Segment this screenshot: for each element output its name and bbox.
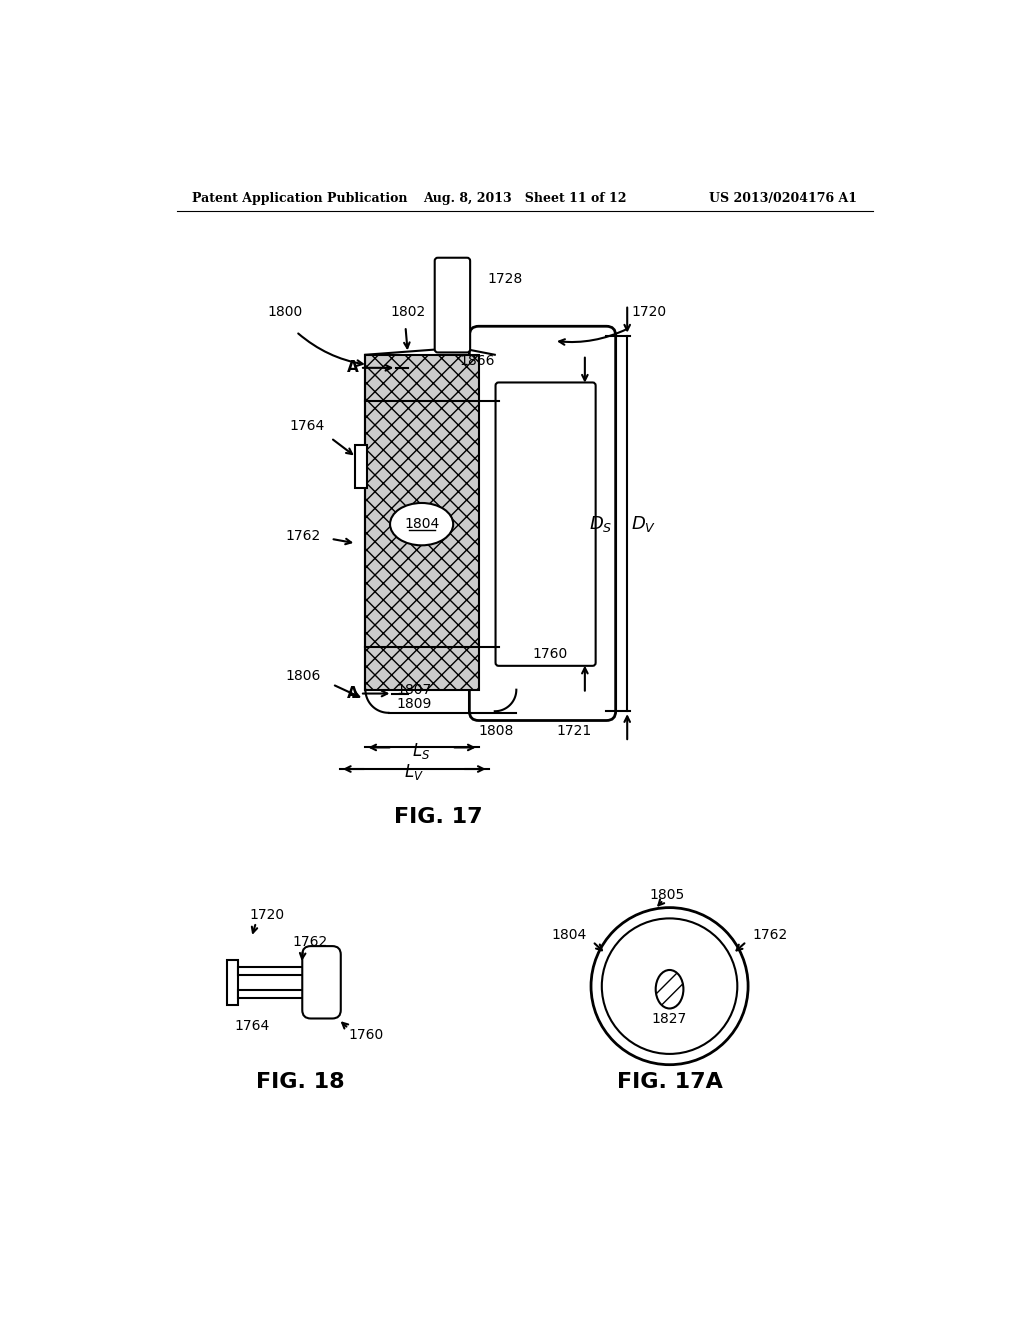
Text: FIG. 17: FIG. 17 xyxy=(394,807,483,826)
Ellipse shape xyxy=(655,970,683,1008)
Text: 1807: 1807 xyxy=(396,684,431,697)
Text: 1720: 1720 xyxy=(250,908,285,921)
Bar xyxy=(354,445,367,488)
Text: 1764: 1764 xyxy=(234,1019,269,1034)
Text: 1764: 1764 xyxy=(290,420,325,433)
Text: 1804: 1804 xyxy=(551,928,587,941)
Text: 1762: 1762 xyxy=(286,529,321,543)
Text: $L_S$: $L_S$ xyxy=(413,741,431,760)
Text: 1760: 1760 xyxy=(532,647,567,660)
Text: $D_S$: $D_S$ xyxy=(589,515,612,535)
FancyBboxPatch shape xyxy=(302,946,341,1019)
Circle shape xyxy=(602,919,737,1053)
Bar xyxy=(226,960,238,1005)
Text: 1866: 1866 xyxy=(460,354,495,368)
Circle shape xyxy=(591,908,749,1065)
Text: $L_V$: $L_V$ xyxy=(404,762,424,781)
Text: A: A xyxy=(347,686,358,701)
Text: 1808: 1808 xyxy=(478,723,514,738)
Text: 1762: 1762 xyxy=(753,928,788,941)
Text: 1760: 1760 xyxy=(348,1028,384,1041)
Bar xyxy=(238,966,310,974)
Text: 1804: 1804 xyxy=(404,517,439,531)
FancyBboxPatch shape xyxy=(469,326,615,721)
FancyBboxPatch shape xyxy=(435,257,470,352)
Ellipse shape xyxy=(390,503,454,545)
Text: 1802: 1802 xyxy=(390,305,425,319)
Text: 1806: 1806 xyxy=(286,669,321,682)
Text: FIG. 17A: FIG. 17A xyxy=(616,1072,723,1093)
Text: 1720: 1720 xyxy=(631,305,667,319)
Text: Aug. 8, 2013   Sheet 11 of 12: Aug. 8, 2013 Sheet 11 of 12 xyxy=(423,191,627,205)
Text: 1805: 1805 xyxy=(649,888,685,903)
Bar xyxy=(238,990,310,998)
Text: 1728: 1728 xyxy=(487,272,523,286)
Text: FIG. 18: FIG. 18 xyxy=(256,1072,344,1093)
Text: 1762: 1762 xyxy=(292,936,328,949)
Text: US 2013/0204176 A1: US 2013/0204176 A1 xyxy=(710,191,857,205)
Bar xyxy=(366,355,478,689)
Text: 1721: 1721 xyxy=(556,723,592,738)
Text: 1809: 1809 xyxy=(396,697,431,711)
Text: Patent Application Publication: Patent Application Publication xyxy=(193,191,408,205)
Text: 1827: 1827 xyxy=(652,1012,687,1026)
FancyBboxPatch shape xyxy=(496,383,596,665)
Text: 1800: 1800 xyxy=(267,305,303,319)
Text: A: A xyxy=(347,360,358,375)
Text: $D_V$: $D_V$ xyxy=(631,515,656,535)
